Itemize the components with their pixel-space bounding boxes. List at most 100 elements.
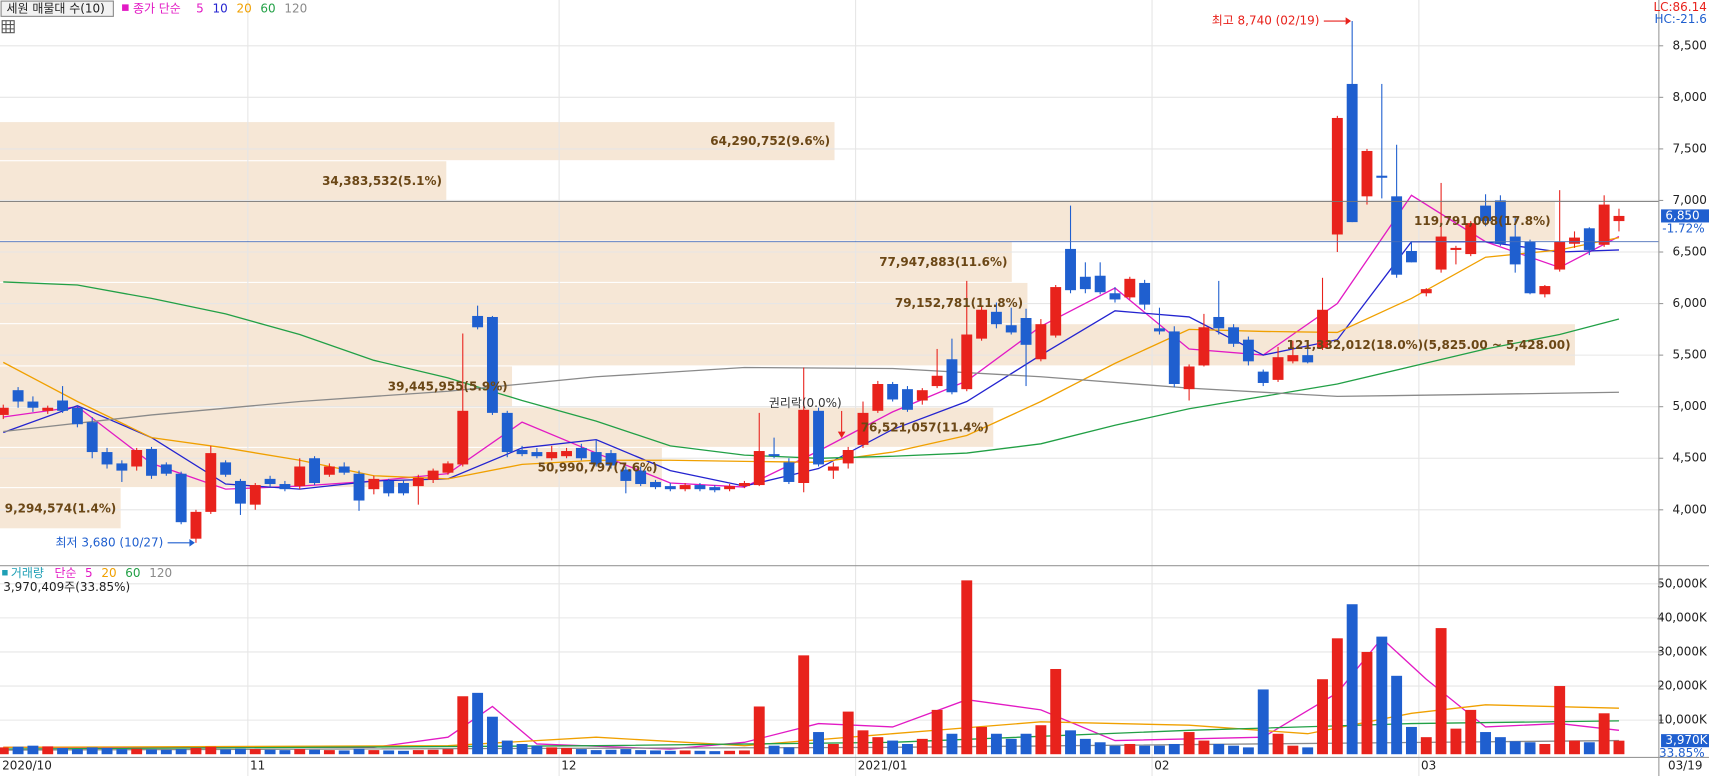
volume-bar: [1391, 675, 1403, 755]
profile-band: [0, 488, 121, 529]
volume-bar: [902, 743, 913, 755]
ma-title: 종가 단순: [133, 2, 181, 16]
candle-body: [249, 485, 261, 505]
candle-body: [546, 452, 558, 459]
volume-bar: [976, 726, 988, 755]
volume-bar: [605, 749, 617, 755]
volume-bar: [1035, 725, 1047, 755]
profile-label: 64,290,752(9.6%): [710, 134, 830, 148]
arrow-head: [1345, 17, 1352, 25]
x-tick-label: 2021/01: [858, 759, 908, 773]
volume-bar: [1583, 742, 1595, 755]
candle-body: [309, 458, 321, 483]
profile-label: 79,152,781(11.8%): [895, 296, 1023, 310]
volume-bar: [294, 749, 306, 755]
y-tick-label: 4,500: [1673, 451, 1707, 465]
candle-body: [798, 409, 810, 483]
volume-bar: [1450, 728, 1462, 755]
volume-bar: [42, 746, 54, 755]
volume-bar: [1005, 738, 1017, 755]
candle-body: [412, 477, 424, 487]
indicator-box[interactable]: [0, 0, 114, 17]
y-tick-label: 6,500: [1673, 245, 1707, 259]
profile-band: [0, 201, 1555, 241]
volume-bar: [131, 748, 143, 755]
legend-item: 10: [213, 2, 228, 16]
candle-body: [383, 480, 395, 494]
arrow-head: [837, 431, 846, 439]
x-tick-label: 02: [1154, 759, 1169, 773]
volume-bar: [398, 750, 409, 755]
volume-bar: [427, 749, 439, 755]
candle-body: [990, 311, 1002, 325]
candle-body: [724, 486, 736, 490]
candle-body: [116, 463, 128, 471]
volume-bar: [724, 750, 736, 755]
candle-body: [1361, 150, 1373, 197]
profile-label: 9,294,574(1.4%): [5, 501, 117, 515]
ma-line: [3, 366, 1619, 433]
volume-bar: [783, 747, 795, 755]
volume-tick-label: 40,000K: [1657, 610, 1708, 624]
profile-label: 121,332,012(18.0%)(5,825.00 ~ 5,428.00): [1287, 338, 1571, 352]
volume-bar: [916, 738, 928, 755]
annotation-label: 최고 8,740 (02/19): [1212, 14, 1320, 28]
candle-body: [679, 485, 691, 490]
volume-bar: [1168, 743, 1180, 755]
volume-bar: [1302, 747, 1314, 755]
volume-bar: [1420, 737, 1432, 755]
volume-bar: [1287, 745, 1299, 755]
candle-body: [1287, 355, 1299, 362]
candle-body: [753, 451, 765, 486]
candle-body: [1376, 175, 1388, 178]
candle-body: [1198, 327, 1210, 366]
candle-body: [472, 315, 484, 328]
volume-bar: [116, 749, 128, 755]
lc-label: LC:86.14: [1653, 0, 1706, 14]
volume-bar: [1124, 743, 1136, 755]
candle-body: [635, 470, 647, 485]
volume-current-change: 33.85%: [1659, 746, 1705, 760]
candle-body: [27, 401, 39, 408]
volume-bar: [1020, 733, 1032, 755]
volume-bar: [694, 750, 706, 755]
candle-body: [353, 473, 365, 501]
candle-body: [516, 449, 528, 455]
volume-bar: [946, 733, 958, 755]
volume-bar: [738, 750, 750, 755]
profile-label: 39,445,955(5.9%): [388, 380, 508, 394]
candle-body: [620, 469, 632, 481]
last-date: 03/19: [1668, 759, 1703, 773]
candle-body: [902, 389, 913, 410]
volume-summary: 3,970,409주(33.85%): [3, 580, 130, 594]
candle-body: [1391, 196, 1403, 275]
candle-body: [205, 453, 217, 512]
volume-bar: [220, 749, 232, 755]
volume-bar: [190, 748, 202, 755]
candle-body: [264, 478, 276, 485]
indicator-title[interactable]: 세원 매물대 수(10): [7, 2, 105, 16]
candle-body: [486, 316, 498, 413]
arrow-head: [189, 538, 195, 547]
volume-bar: [1213, 743, 1225, 755]
legend-icon: [122, 4, 129, 11]
grid-icon[interactable]: [1, 20, 15, 34]
legend-item: 20: [236, 2, 251, 16]
candle-body: [1257, 371, 1269, 383]
profile-band: [0, 241, 1012, 282]
candle-body: [220, 462, 232, 475]
volume-bar: [1361, 651, 1373, 755]
volume-bar: [264, 749, 276, 755]
volume-bar: [57, 748, 69, 755]
volume-bar: [175, 749, 187, 755]
candle-body: [1539, 286, 1551, 295]
volume-ma-title: 단순: [54, 566, 76, 580]
volume-bar: [857, 730, 869, 755]
volume-bar: [931, 709, 943, 755]
y-tick-label: 5,000: [1673, 399, 1707, 413]
volume-bar: [1539, 743, 1551, 755]
volume-bar: [961, 580, 973, 755]
candle-body: [368, 478, 380, 490]
candle-body: [709, 487, 721, 491]
candle-body: [857, 412, 869, 445]
